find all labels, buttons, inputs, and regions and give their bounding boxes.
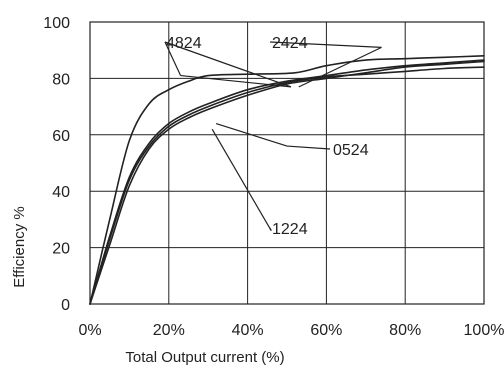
callout-label-0524: 0524: [333, 142, 369, 159]
x-tick-label: 80%: [389, 322, 421, 339]
chart-grid: [89, 21, 485, 305]
x-tick-label: 20%: [153, 322, 185, 339]
y-tick-label: 40: [52, 184, 70, 201]
series-line-2424: [89, 59, 485, 305]
y-axis-title: Efficiency %: [11, 206, 28, 287]
y-tick-label: 60: [52, 128, 70, 145]
series-line-1224: [89, 60, 485, 305]
y-tick-label: 100: [43, 15, 70, 32]
leader-line-1224: [211, 128, 272, 231]
x-tick-label: 40%: [232, 322, 264, 339]
plot-frame: [89, 21, 485, 305]
series-line-4824: [89, 55, 485, 305]
x-tick-label: 0%: [78, 322, 101, 339]
y-tick-label: 20: [52, 241, 70, 258]
series-line-0524: [89, 66, 485, 305]
x-tick-label: 60%: [310, 322, 342, 339]
leader-line-4824: [164, 41, 182, 76]
leader-line-2424: [269, 41, 382, 48]
y-tick-label: 0: [61, 297, 70, 314]
callout-label-4824: 4824: [166, 35, 202, 52]
leader-line-4824: [180, 74, 292, 88]
x-axis-title: Total Output current (%): [125, 349, 284, 366]
chart-series: [89, 55, 485, 305]
chart-tick-labels: 0% 20% 40% 60% 80% 100% 0 20 40 60 80 100: [43, 15, 504, 339]
leader-line-0524: [286, 145, 331, 150]
leader-line-2424: [298, 46, 382, 88]
leader-line-0524: [215, 122, 288, 147]
leader-line-4824: [164, 41, 292, 88]
y-tick-label: 80: [52, 71, 70, 88]
callout-label-1224: 1224: [272, 221, 308, 238]
x-tick-label: 100%: [464, 322, 504, 339]
